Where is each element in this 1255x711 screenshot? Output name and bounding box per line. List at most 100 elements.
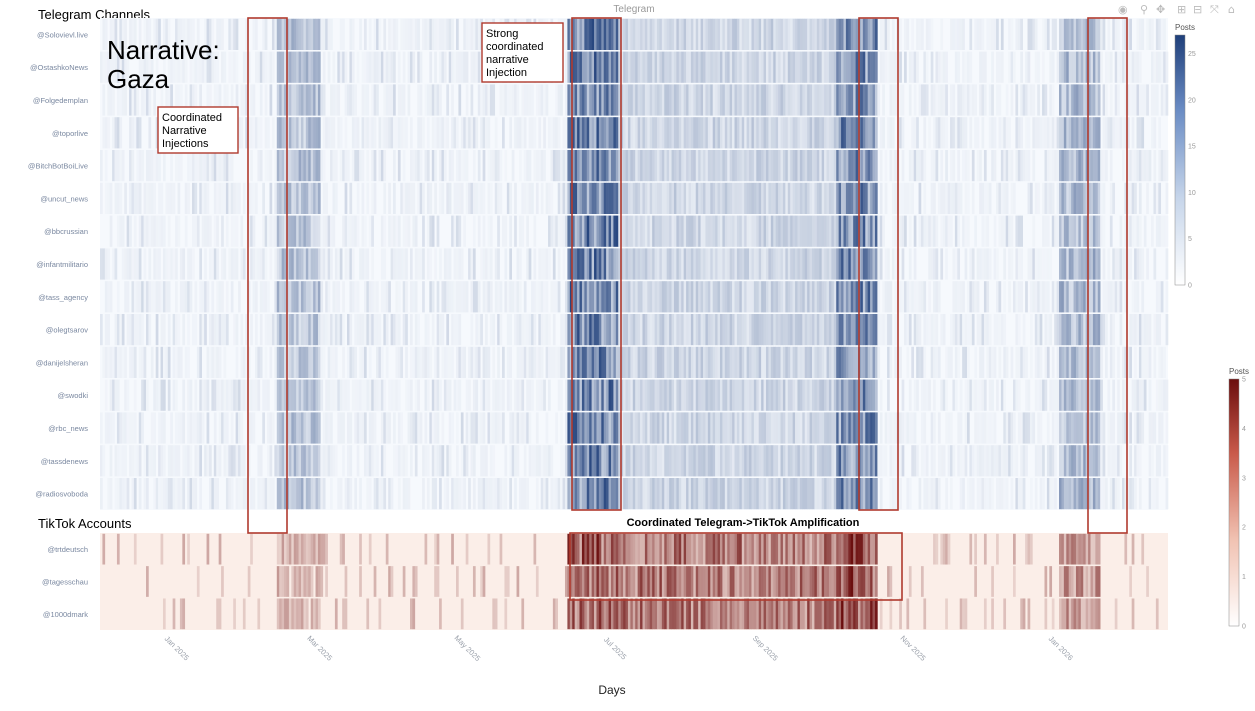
heatmap-cell (790, 150, 793, 182)
heatmap-cell (996, 18, 999, 50)
heatmap-cell (446, 84, 450, 116)
heatmap-cell (1085, 215, 1089, 247)
heatmap-cell (1044, 281, 1048, 313)
heatmap-cell (526, 150, 529, 182)
heatmap-cell (250, 379, 253, 411)
heatmap-cell (1063, 215, 1067, 247)
telegram-heatmap (100, 18, 1169, 510)
heatmap-cell (1141, 346, 1145, 378)
zoom-in-icon[interactable]: ⊞ (1177, 3, 1186, 16)
heatmap-cell (676, 412, 680, 444)
heatmap-cell (526, 314, 529, 346)
heatmap-cell (1129, 51, 1132, 83)
heatmap-cell (1129, 215, 1132, 247)
zoom-icon[interactable]: ⚲ (1140, 3, 1148, 16)
heatmap-cell (138, 51, 142, 83)
heatmap-cell (206, 412, 210, 444)
heatmap-cell (642, 51, 646, 83)
heatmap-cell (727, 18, 730, 50)
zoom-out-icon[interactable]: ⊟ (1193, 3, 1202, 16)
heatmap-cell (1148, 412, 1152, 444)
heatmap-cell (1109, 117, 1113, 149)
heatmap-cell (1090, 445, 1094, 477)
heatmap-cell (676, 84, 680, 116)
heatmap-cell (1080, 84, 1084, 116)
heatmap-cell (453, 215, 457, 247)
heatmap-cell (717, 314, 721, 346)
heatmap-cell (409, 445, 413, 477)
heatmap-cell (1039, 248, 1043, 280)
heatmap-cell (293, 182, 297, 214)
heatmap-cell (598, 84, 602, 116)
heatmap-cell (707, 314, 711, 346)
heatmap-cell (862, 346, 866, 378)
heatmap-cell (136, 314, 140, 346)
pan-icon[interactable]: ✥ (1156, 3, 1165, 16)
heatmap-cell (223, 51, 227, 83)
heatmap-cell (671, 182, 675, 214)
heatmap-cell (1100, 150, 1103, 182)
heatmap-cell (698, 281, 701, 313)
heatmap-cell (1049, 150, 1053, 182)
heatmap-cell (441, 150, 445, 182)
heatmap-cell (751, 150, 755, 182)
heatmap-cell (1097, 51, 1101, 83)
heatmap-cell (264, 84, 268, 116)
heatmap-cell (780, 182, 784, 214)
heatmap-cell (342, 281, 345, 313)
heatmap-cell (1071, 182, 1074, 214)
heatmap-cell (1056, 51, 1060, 83)
heatmap-cell (824, 248, 827, 280)
heatmap-cell (1165, 412, 1169, 444)
heatmap-cell (945, 215, 948, 247)
heatmap-cell (792, 182, 796, 214)
heatmap-cell (964, 314, 968, 346)
heatmap-cell (109, 478, 113, 510)
heatmap-cell (351, 379, 355, 411)
heatmap-cell (778, 281, 781, 313)
heatmap-cell (1102, 412, 1106, 444)
heatmap-cell (620, 379, 624, 411)
heatmap-cell (666, 281, 670, 313)
heatmap-cell (262, 18, 265, 50)
heatmap-cell (661, 215, 665, 247)
heatmap-cell (848, 182, 852, 214)
heatmap-cell (1013, 445, 1016, 477)
heatmap-cell (618, 182, 621, 214)
heatmap-cell (749, 314, 752, 346)
heatmap-cell (1129, 445, 1132, 477)
heatmap-cell (940, 18, 944, 50)
heatmap-cell (218, 150, 222, 182)
heatmap-cell (342, 18, 345, 50)
heatmap-cell (647, 346, 651, 378)
heatmap-cell (1100, 314, 1103, 346)
heatmap-cell (308, 248, 311, 280)
heatmap-cell (698, 117, 701, 149)
camera-icon[interactable]: ◉ (1118, 3, 1128, 16)
heatmap-cell (388, 412, 391, 444)
heatmap-cell (594, 51, 597, 83)
home-icon[interactable]: ⌂ (1228, 3, 1235, 16)
heatmap-cell (451, 117, 454, 149)
heatmap-cell (1063, 346, 1067, 378)
heatmap-cell (402, 314, 406, 346)
heatmap-cell (158, 215, 161, 247)
heatmap-cell (1046, 346, 1050, 378)
heatmap-cell (889, 281, 893, 313)
heatmap-cell (131, 182, 135, 214)
heatmap-cell (1124, 182, 1128, 214)
heatmap-cell (833, 84, 837, 116)
heatmap-cell (581, 150, 585, 182)
heatmap-cell (274, 248, 278, 280)
heatmap-cell (470, 182, 474, 214)
heatmap-cell (397, 248, 401, 280)
heatmap-cell (291, 150, 295, 182)
heatmap-cell (644, 314, 648, 346)
heatmap-cell (729, 150, 733, 182)
heatmap-cell (383, 215, 387, 247)
heatmap-cell (371, 445, 374, 477)
autoscale-icon[interactable]: ⤧ (1210, 3, 1219, 16)
heatmap-cell (763, 117, 767, 149)
heatmap-cell (831, 346, 835, 378)
heatmap-cell (1163, 51, 1166, 83)
